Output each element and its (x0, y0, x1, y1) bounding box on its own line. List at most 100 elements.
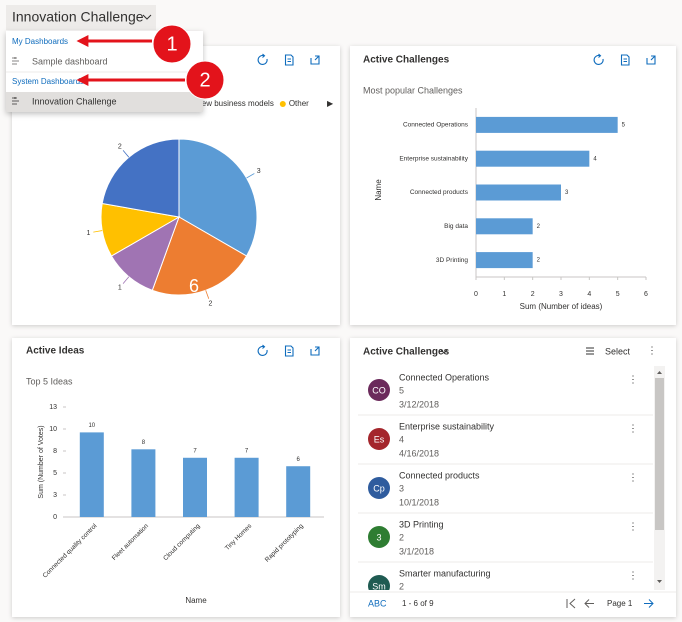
data-label: 1 (118, 284, 122, 291)
export-button[interactable] (284, 345, 294, 357)
expand-button[interactable] (310, 346, 320, 356)
data-label: 6 (297, 457, 301, 463)
bar (234, 457, 259, 517)
header-selector[interactable] (6, 5, 156, 30)
refresh-button[interactable] (257, 344, 268, 357)
bar (476, 150, 590, 167)
x-tick-label: 0 (474, 291, 478, 298)
pie-slice (151, 216, 248, 296)
bar (476, 218, 533, 235)
bar (79, 432, 104, 517)
legend-next[interactable]: ▶ (327, 99, 334, 108)
chevron[interactable] (440, 349, 448, 354)
expand-button[interactable] (646, 55, 656, 65)
record-menu[interactable]: ⋮ (628, 375, 638, 386)
bar (476, 116, 618, 133)
y-tick-label: 3 (53, 492, 57, 499)
y-tick-label: Enterprise sustainability (399, 155, 468, 162)
x-tick-label: 2 (531, 291, 535, 298)
select-button[interactable]: Select (605, 346, 631, 356)
page-number: Page 1 (607, 599, 633, 608)
record-name: Enterprise sustainability (399, 421, 495, 431)
avatar (368, 428, 390, 450)
data-label: 2 (209, 300, 213, 307)
record-menu[interactable]: ⋮ (628, 424, 638, 435)
y-axis-label: Name (374, 179, 383, 201)
record-menu[interactable]: ⋮ (628, 571, 638, 582)
refresh-button[interactable] (257, 53, 268, 66)
callout-badge (185, 60, 225, 100)
legend-label: Other (289, 99, 309, 108)
x-tick-label: 5 (616, 291, 620, 298)
expand-button[interactable] (310, 55, 320, 65)
data-label: 8 (142, 440, 146, 446)
scrollbar-thumb[interactable] (655, 378, 664, 530)
record-value: 2 (399, 532, 404, 542)
jump-bar[interactable]: ABC (368, 598, 387, 608)
refresh-button[interactable] (593, 53, 604, 66)
select-icon[interactable] (586, 347, 594, 355)
legend: New business models Other (187, 99, 309, 108)
avatar-initials: Cp (373, 483, 385, 493)
chevron[interactable] (142, 14, 152, 20)
list: CO Connected Operations 5 3/12/2018 ⋮ Es Enter… (358, 372, 653, 591)
y-tick-label: 3D Printing (436, 257, 469, 264)
data-label: 3 (257, 168, 261, 175)
x-axis-label: Name (185, 596, 207, 605)
bar (476, 252, 533, 269)
avatar (368, 477, 390, 499)
data-label: 2 (537, 224, 541, 230)
y-tick-label: Connected Operations (403, 122, 469, 129)
avatar-initials: CO (372, 385, 386, 395)
leader-line (122, 150, 130, 158)
leader-line (122, 276, 130, 284)
record-menu[interactable]: ⋮ (628, 473, 638, 484)
export-button[interactable] (284, 54, 294, 66)
callout-number: 2 (199, 69, 210, 91)
legend-label: New business models (196, 99, 274, 108)
bar (476, 184, 561, 201)
page-back-buttons[interactable] (566, 598, 594, 609)
data-label: 5 (622, 122, 626, 128)
data-label: 3 (565, 190, 569, 196)
menu-section: My Dashboards (12, 37, 68, 46)
toolbar-icons: ▶ (257, 53, 656, 357)
record-menu[interactable]: ⋮ (628, 522, 638, 533)
bar (131, 449, 156, 517)
avatar (368, 379, 390, 401)
pie-slice (178, 138, 258, 257)
x-tick-label: 3 (559, 291, 563, 298)
menu-item[interactable]: Innovation Challenge (32, 96, 117, 106)
panel-title: Active Ideas (26, 346, 85, 357)
annotations: 1 2 (76, 24, 225, 100)
avatar (368, 526, 390, 548)
menu-item[interactable]: Sample dashboard (32, 56, 108, 66)
annotation: 6 (189, 276, 199, 296)
data-label: 2 (118, 143, 122, 150)
list-title[interactable]: Active Challenges (363, 347, 450, 358)
menu-item-selected[interactable] (6, 92, 203, 112)
y-tick-label: Connected products (410, 189, 469, 196)
panel-title: Active Challenges (363, 55, 450, 66)
y-tick-label: 8 (53, 448, 57, 455)
dashboard-icon (12, 57, 19, 65)
y-axis-label: Sum (Number of Votes) (38, 425, 45, 498)
next-page-button[interactable] (644, 599, 654, 608)
export-button[interactable] (620, 54, 630, 66)
x-tick-label: 4 (587, 291, 591, 298)
record-date: 3/1/2018 (399, 546, 434, 556)
data-label: 7 (245, 448, 249, 454)
y-tick-label: Big data (444, 223, 468, 230)
pie-slice (101, 138, 180, 218)
bar (183, 457, 207, 517)
panel (12, 338, 340, 617)
more-button[interactable]: ⋮ (647, 346, 657, 357)
avatar (368, 575, 390, 590)
record-date: 3/12/2018 (399, 399, 439, 409)
x-axis-label: Sum (Number of ideas) (520, 302, 603, 311)
leader-line (205, 290, 210, 299)
record-value: 2 (399, 581, 404, 591)
legend-swatch (279, 101, 286, 107)
dashboard-title[interactable]: Innovation Challenge (12, 9, 144, 25)
